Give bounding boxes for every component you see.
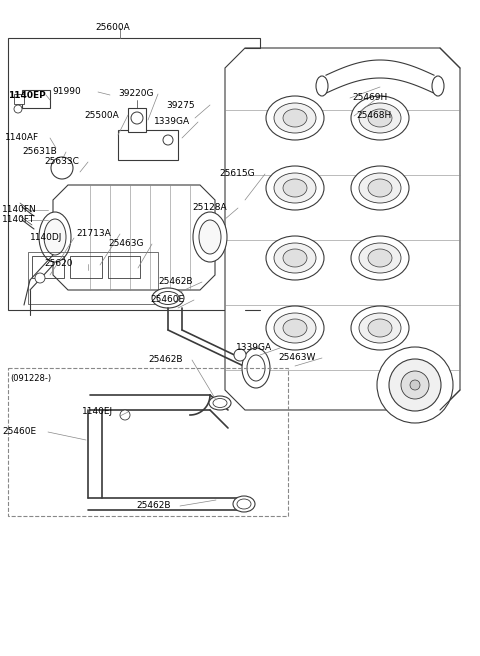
Text: 25462B: 25462B (136, 501, 170, 510)
Text: 25500A: 25500A (84, 110, 119, 119)
Bar (32, 256, 64, 278)
Text: 1140DJ: 1140DJ (30, 234, 62, 243)
Ellipse shape (39, 212, 71, 262)
Ellipse shape (283, 249, 307, 267)
Ellipse shape (283, 179, 307, 197)
Bar (118, 130, 178, 160)
Bar (8, 38, 260, 310)
Circle shape (14, 105, 22, 113)
Circle shape (389, 359, 441, 411)
Ellipse shape (368, 319, 392, 337)
Text: 25600A: 25600A (95, 24, 130, 33)
Ellipse shape (213, 398, 227, 407)
Ellipse shape (51, 157, 73, 179)
Bar (108, 256, 140, 278)
Ellipse shape (274, 243, 316, 273)
Text: 25462B: 25462B (148, 356, 182, 365)
Circle shape (35, 273, 45, 283)
Text: 25469H: 25469H (352, 94, 387, 102)
Text: (091228-): (091228-) (10, 373, 51, 382)
Circle shape (131, 112, 143, 124)
Bar (8, 368, 288, 516)
Ellipse shape (266, 96, 324, 140)
Text: 1140FT: 1140FT (2, 216, 35, 224)
Text: 1339GA: 1339GA (236, 344, 272, 352)
Ellipse shape (193, 212, 227, 262)
Text: 25462B: 25462B (158, 277, 192, 287)
Text: 25463W: 25463W (278, 354, 315, 363)
Circle shape (401, 371, 429, 399)
Text: 39220G: 39220G (118, 89, 154, 98)
Text: 91990: 91990 (52, 87, 81, 96)
Polygon shape (53, 185, 215, 290)
Ellipse shape (209, 396, 231, 410)
Ellipse shape (237, 499, 251, 509)
Bar (22, 90, 50, 108)
Ellipse shape (359, 243, 401, 273)
Text: 25468H: 25468H (356, 112, 391, 121)
Text: 21713A: 21713A (76, 230, 111, 239)
Ellipse shape (359, 313, 401, 343)
Ellipse shape (152, 288, 184, 308)
Ellipse shape (283, 109, 307, 127)
Text: 1140EJ: 1140EJ (82, 407, 113, 417)
Text: 25615G: 25615G (219, 169, 254, 178)
Ellipse shape (368, 179, 392, 197)
Bar (70, 256, 102, 278)
Ellipse shape (233, 496, 255, 512)
Ellipse shape (283, 319, 307, 337)
Ellipse shape (199, 220, 221, 254)
Text: 1140EP: 1140EP (8, 91, 46, 100)
Text: 1140AF: 1140AF (5, 134, 39, 142)
Ellipse shape (432, 76, 444, 96)
Ellipse shape (44, 219, 66, 255)
Ellipse shape (247, 355, 265, 381)
Bar (14, 94, 24, 104)
Ellipse shape (274, 173, 316, 203)
Ellipse shape (368, 249, 392, 267)
Ellipse shape (242, 348, 270, 388)
Circle shape (163, 135, 173, 145)
Ellipse shape (266, 306, 324, 350)
Text: 1339GA: 1339GA (154, 117, 190, 127)
Text: 25633C: 25633C (44, 157, 79, 167)
Ellipse shape (274, 103, 316, 133)
Ellipse shape (351, 236, 409, 280)
Ellipse shape (351, 306, 409, 350)
Circle shape (120, 410, 130, 420)
Text: 25128A: 25128A (192, 203, 227, 213)
Text: 25631B: 25631B (22, 148, 57, 157)
Text: 39275: 39275 (166, 100, 194, 110)
Ellipse shape (274, 313, 316, 343)
Ellipse shape (266, 166, 324, 210)
Circle shape (377, 347, 453, 423)
Text: 25460E: 25460E (2, 428, 36, 436)
Ellipse shape (351, 166, 409, 210)
Text: 25460E: 25460E (150, 295, 184, 304)
Polygon shape (225, 48, 460, 410)
Ellipse shape (359, 103, 401, 133)
Text: 25620: 25620 (44, 260, 72, 268)
Ellipse shape (316, 76, 328, 96)
Ellipse shape (368, 109, 392, 127)
Circle shape (234, 349, 246, 361)
Ellipse shape (266, 236, 324, 280)
Text: 1140FN: 1140FN (2, 205, 37, 215)
Bar (28, 252, 158, 304)
Bar (128, 108, 146, 132)
Circle shape (410, 380, 420, 390)
Ellipse shape (157, 291, 179, 304)
Ellipse shape (351, 96, 409, 140)
Ellipse shape (359, 173, 401, 203)
Text: 25463G: 25463G (108, 239, 144, 249)
